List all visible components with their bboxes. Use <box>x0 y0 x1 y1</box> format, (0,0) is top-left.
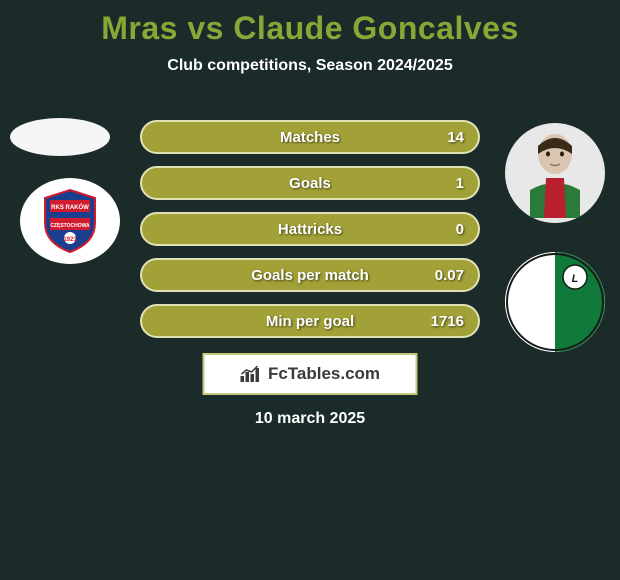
date: 10 march 2025 <box>0 410 620 428</box>
stat-value-right: 1 <box>456 175 464 192</box>
stat-label: Min per goal <box>266 313 354 330</box>
stat-row: Hattricks 0 <box>140 212 480 246</box>
watermark-text: FcTables.com <box>268 364 380 384</box>
page-title: Mras vs Claude Goncalves <box>0 0 620 47</box>
stat-label: Goals <box>289 175 331 192</box>
stat-row: Min per goal 1716 <box>140 304 480 338</box>
stat-value-right: 0 <box>456 221 464 238</box>
watermark: FcTables.com <box>203 353 418 395</box>
stat-row: Matches 14 <box>140 120 480 154</box>
stat-label: Goals per match <box>251 267 369 284</box>
stat-row: Goals 1 <box>140 166 480 200</box>
stat-value-right: 1716 <box>431 313 464 330</box>
stats-area: Matches 14 Goals 1 Hattricks 0 Goals per… <box>0 120 620 350</box>
bar-chart-icon <box>240 365 262 383</box>
stat-label: Matches <box>280 129 340 146</box>
stat-row: Goals per match 0.07 <box>140 258 480 292</box>
stat-value-right: 0.07 <box>435 267 464 284</box>
comparison-infographic: Mras vs Claude Goncalves Club competitio… <box>0 0 620 580</box>
subtitle: Club competitions, Season 2024/2025 <box>0 57 620 75</box>
stat-label: Hattricks <box>278 221 342 238</box>
stat-value-right: 14 <box>447 129 464 146</box>
